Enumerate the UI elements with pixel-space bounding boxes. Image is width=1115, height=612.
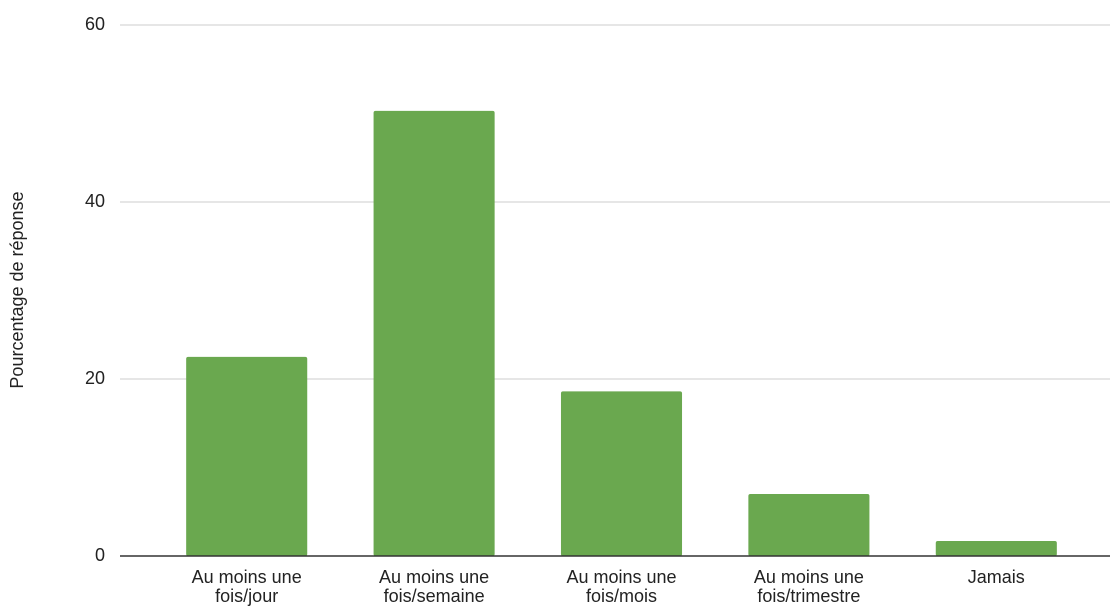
bar	[373, 110, 495, 556]
x-tick-label: Au moins une fois/jour	[191, 567, 302, 606]
y-tick-label: 60	[85, 14, 105, 34]
bar	[748, 494, 870, 556]
x-tick-label: Au moins une fois/trimestre	[753, 567, 864, 606]
x-tick-label: Jamais	[967, 567, 1025, 587]
bar	[935, 540, 1057, 556]
y-tick-label: 0	[95, 545, 105, 565]
y-axis-label: Pourcentage de réponse	[7, 191, 27, 388]
x-tick-label: Au moins une fois/semaine	[379, 567, 490, 606]
y-tick-label: 20	[85, 368, 105, 388]
bar	[186, 356, 308, 556]
y-tick-label: 40	[85, 191, 105, 211]
bar	[560, 391, 683, 556]
x-tick-label: Au moins une fois/mois	[566, 567, 677, 606]
